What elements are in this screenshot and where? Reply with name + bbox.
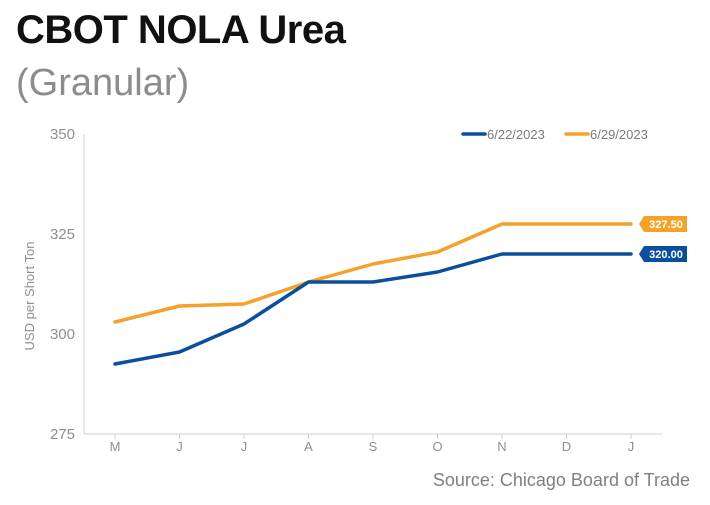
y-tick-label: 325 <box>50 226 75 243</box>
end-value-label: 320.00 <box>649 249 683 261</box>
chart-legend: 6/22/2023 6/29/2023 <box>461 127 648 142</box>
y-axis-label: USD per Short Ton <box>22 242 37 351</box>
chart-title: CBOT NOLA Urea <box>16 8 346 52</box>
x-tick-label: A <box>304 439 313 454</box>
x-tick-label: D <box>562 439 571 454</box>
end-value-labels: 320.00 327.50 <box>639 216 687 262</box>
legend-label: 6/29/2023 <box>590 127 648 142</box>
x-tick-label: S <box>369 439 378 454</box>
y-tick-label: 350 <box>50 126 75 143</box>
end-label-box <box>639 216 687 232</box>
series-line <box>113 252 633 366</box>
series-line <box>113 222 633 324</box>
end-value-label: 327.50 <box>649 219 683 231</box>
y-tick-label: 300 <box>50 326 75 343</box>
x-tick-label: J <box>176 439 183 454</box>
x-tick-label: N <box>497 439 506 454</box>
series-lines <box>113 222 633 366</box>
x-tick-label: J <box>241 439 248 454</box>
end-label-box <box>639 246 687 262</box>
x-tick-label: J <box>628 439 635 454</box>
x-tick-label: M <box>110 439 121 454</box>
legend-label: 6/22/2023 <box>487 127 545 142</box>
chart-subtitle: (Granular) <box>16 62 190 104</box>
y-tick-label: 275 <box>50 426 75 443</box>
x-tick-label: O <box>432 439 442 454</box>
chart-axes <box>83 134 662 435</box>
y-axis-ticks: 275 300 325 350 <box>50 126 75 443</box>
source-note: Source: Chicago Board of Trade <box>432 470 690 490</box>
